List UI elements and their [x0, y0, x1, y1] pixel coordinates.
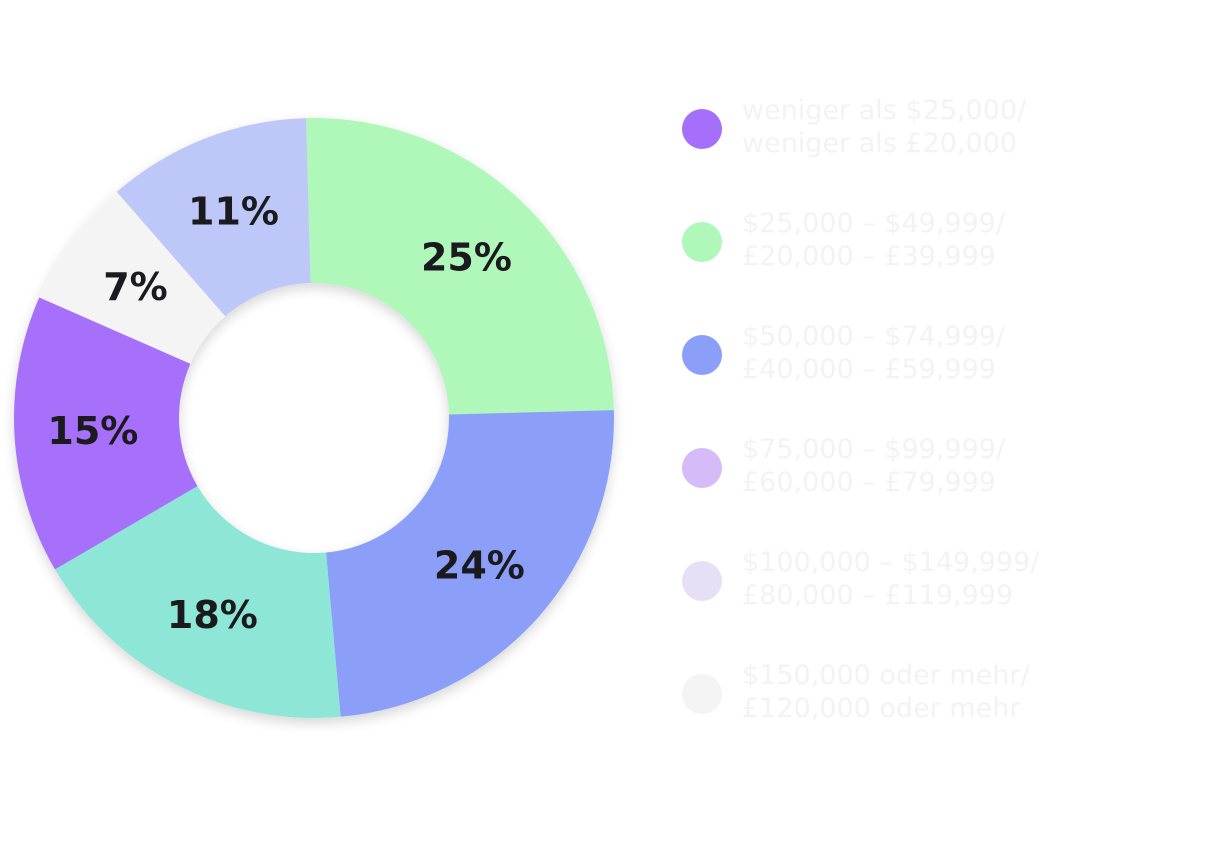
legend-swatch: [682, 448, 722, 488]
legend-label: $150,000 oder mehr/ £120,000 oder mehr: [742, 659, 1030, 725]
legend-swatch: [682, 674, 722, 714]
legend-item-150000-plus: $150,000 oder mehr/ £120,000 oder mehr: [680, 657, 1200, 770]
slice-value-label: 7%: [103, 265, 168, 309]
legend-label-line-1: $50,000 – $74,999/: [742, 321, 1006, 352]
legend-item-100000-149999: $100,000 – $149,999/ £80,000 – £119,999: [680, 544, 1200, 657]
legend-label-line-1: $25,000 – $49,999/: [742, 208, 1006, 239]
donut-slice: [306, 118, 614, 415]
legend-label-line-2: £80,000 – £119,999: [742, 580, 1014, 611]
legend-label-line-1: $150,000 oder mehr/: [742, 660, 1030, 691]
legend-label: $75,000 – $99,999/ £60,000 – £79,999: [742, 433, 1005, 499]
legend-label-line-2: £40,000 – £59,999: [742, 354, 996, 385]
legend-swatch: [682, 109, 722, 149]
legend-label: $50,000 – $74,999/ £40,000 – £59,999: [742, 320, 1005, 386]
legend-label-line-2: £120,000 oder mehr: [742, 693, 1021, 724]
donut-slice: [54, 486, 341, 718]
legend-label: $25,000 – $49,999/ £20,000 – £39,999: [742, 207, 1005, 273]
slice-value-label: 25%: [421, 235, 512, 279]
legend-label: $100,000 – $149,999/ £80,000 – £119,999: [742, 546, 1039, 612]
legend-label-line-2: £60,000 – £79,999: [742, 467, 996, 498]
legend-item-75000-99999: $75,000 – $99,999/ £60,000 – £79,999: [680, 431, 1200, 544]
legend-swatch: [682, 561, 722, 601]
donut-slice: [39, 191, 226, 364]
legend-label-line-1: weniger als $25,000/: [742, 95, 1027, 126]
legend-label-line-2: £20,000 – £39,999: [742, 241, 996, 272]
donut-slice: [116, 118, 311, 317]
legend-label: weniger als $25,000/ weniger als £20,000: [742, 94, 1026, 160]
legend-item-50000-74999: $50,000 – $74,999/ £40,000 – £59,999: [680, 318, 1200, 431]
donut-slice: [13, 297, 198, 570]
donut-chart: 25% 24% 18% 15% 7% 11%: [13, 118, 615, 718]
donut-slice: [326, 410, 615, 717]
legend-label-line-2: weniger als £20,000: [742, 128, 1018, 159]
legend-label-line-1: $75,000 – $99,999/: [742, 434, 1006, 465]
slice-value-label: 18%: [167, 593, 258, 637]
legend-swatch: [682, 222, 722, 262]
legend-item-25000-49999: $25,000 – $49,999/ £20,000 – £39,999: [680, 205, 1200, 318]
slice-value-label: 11%: [188, 190, 279, 234]
slice-value-label: 24%: [434, 543, 525, 587]
legend-item-under-25000: weniger als $25,000/ weniger als £20,000: [680, 92, 1200, 205]
legend-swatch: [682, 335, 722, 375]
legend: weniger als $25,000/ weniger als £20,000…: [680, 92, 1200, 770]
legend-label-line-1: $100,000 – $149,999/: [742, 547, 1040, 578]
slice-value-label: 15%: [47, 409, 138, 453]
donut-slices: [13, 118, 615, 718]
slice-labels: 25% 24% 18% 15% 7% 11%: [47, 190, 524, 637]
